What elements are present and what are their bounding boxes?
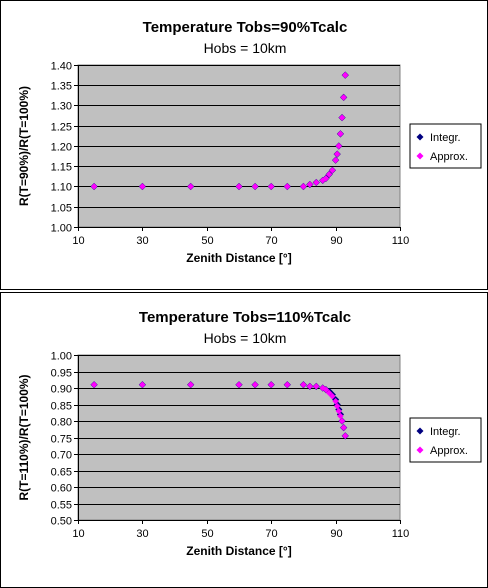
y-tick-label: 1.20 <box>51 142 72 154</box>
y-tick-label: 1.30 <box>51 101 72 113</box>
legend-marker <box>416 446 424 454</box>
y-tick-label: 0.50 <box>51 516 72 528</box>
chart-subtitle: Hobs = 10km <box>203 330 287 346</box>
data-point <box>325 171 333 178</box>
y-tick-label: 1.05 <box>51 203 72 215</box>
legend-box <box>409 417 482 463</box>
legend-label: Integr. <box>430 132 461 144</box>
y-tick-label: 0.55 <box>51 500 72 512</box>
data-point <box>335 407 343 415</box>
data-point <box>334 402 341 410</box>
x-tick-label: 110 <box>392 235 410 247</box>
data-point <box>325 389 333 397</box>
data-point <box>334 150 341 158</box>
data-point <box>329 393 336 400</box>
data-point <box>313 383 320 390</box>
x-tick-label: 30 <box>136 528 148 540</box>
y-tick-label: 1.35 <box>51 81 72 93</box>
data-point <box>332 398 339 405</box>
legend-label: Approx. <box>430 445 468 457</box>
y-tick-label: 0.85 <box>51 401 72 413</box>
y-tick-label: 0.95 <box>51 368 72 380</box>
chart-subtitle: Hobs = 10km <box>203 40 287 56</box>
y-tick-label: 0.65 <box>51 467 72 479</box>
data-point <box>319 384 326 392</box>
data-point <box>187 381 194 388</box>
x-tick-label: 70 <box>265 528 277 540</box>
x-axis-label: Zenith Distance [°] <box>186 544 291 558</box>
data-point <box>332 156 339 164</box>
data-point <box>235 183 243 190</box>
y-tick-label: 0.60 <box>51 483 72 495</box>
data-point <box>313 179 320 186</box>
data-point <box>342 71 349 79</box>
chart-svg-110: 0.50 0.55 0.60 0.65 0.70 0.75 0.80 0.85 0.90 0.95… <box>17 351 482 558</box>
x-tick-label: 10 <box>72 528 84 540</box>
data-point <box>139 381 146 388</box>
data-point <box>322 175 330 182</box>
data-point <box>338 114 346 121</box>
y-tick-label: 1.40 <box>51 61 72 73</box>
x-tick-label: 110 <box>392 528 410 540</box>
data-point <box>337 412 344 420</box>
chart-svg-90: 1.00 1.05 1.10 1.15 1.20 1.25 1.30 1.35 1.40 10 30… <box>17 61 482 265</box>
x-tick-label: 30 <box>136 235 148 247</box>
data-point <box>187 183 194 190</box>
data-point <box>268 183 275 190</box>
legend-label: Integr. <box>430 426 461 438</box>
legend-marker <box>416 152 424 160</box>
x-tick-label: 90 <box>330 528 342 540</box>
data-point <box>342 432 349 440</box>
chart-title: Temperature Tobs=110%Tcalc <box>138 309 352 326</box>
y-tick-label: 0.70 <box>51 450 72 462</box>
y-tick-label: 1.00 <box>51 351 72 363</box>
plot-area <box>77 354 401 521</box>
y-tick-label: 1.15 <box>51 162 72 174</box>
x-tick-label: 50 <box>201 528 213 540</box>
y-axis-label: R(T=110%)/R(T=100%) <box>17 374 31 500</box>
legend-label: Approx. <box>430 151 468 163</box>
chart-panel-110: Temperature Tobs=110%Tcalc Hobs = 10km 0… <box>0 292 488 588</box>
data-point <box>268 381 275 388</box>
chart-title: Temperature Tobs=90%Tcalc <box>142 19 348 36</box>
y-axis-label: R(T=90%)/R(T=100%) <box>17 86 31 206</box>
data-point <box>306 181 314 188</box>
legend-marker <box>416 427 424 435</box>
chart-panel-90: Temperature Tobs=90%Tcalc Hobs = 10km 1.… <box>0 0 488 290</box>
legend-box <box>409 123 482 169</box>
legend-marker <box>416 133 424 141</box>
x-tick-label: 90 <box>330 235 342 247</box>
y-tick-label: 1.00 <box>51 223 72 235</box>
data-point <box>338 417 346 425</box>
y-tick-label: 0.75 <box>51 434 72 446</box>
data-point <box>139 183 146 190</box>
data-point <box>251 381 259 388</box>
data-point <box>235 381 243 388</box>
y-tick-label: 0.90 <box>51 384 72 396</box>
x-tick-label: 50 <box>201 235 213 247</box>
data-point <box>284 381 291 388</box>
y-tick-label: 1.10 <box>51 182 72 194</box>
x-tick-label: 10 <box>72 235 84 247</box>
data-point <box>300 381 307 388</box>
y-tick-label: 0.80 <box>51 417 72 429</box>
data-point <box>322 386 330 393</box>
x-tick-label: 70 <box>265 235 277 247</box>
data-point <box>340 424 347 431</box>
data-point <box>335 142 343 150</box>
data-point <box>284 183 291 190</box>
data-point <box>90 381 98 388</box>
data-point <box>329 167 336 174</box>
data-point <box>90 183 98 190</box>
data-point <box>306 383 314 390</box>
data-point <box>340 94 347 101</box>
y-tick-label: 1.25 <box>51 122 72 134</box>
x-axis-label: Zenith Distance [°] <box>186 251 291 265</box>
data-point <box>251 183 259 190</box>
data-point <box>300 183 307 190</box>
data-point <box>337 130 344 138</box>
